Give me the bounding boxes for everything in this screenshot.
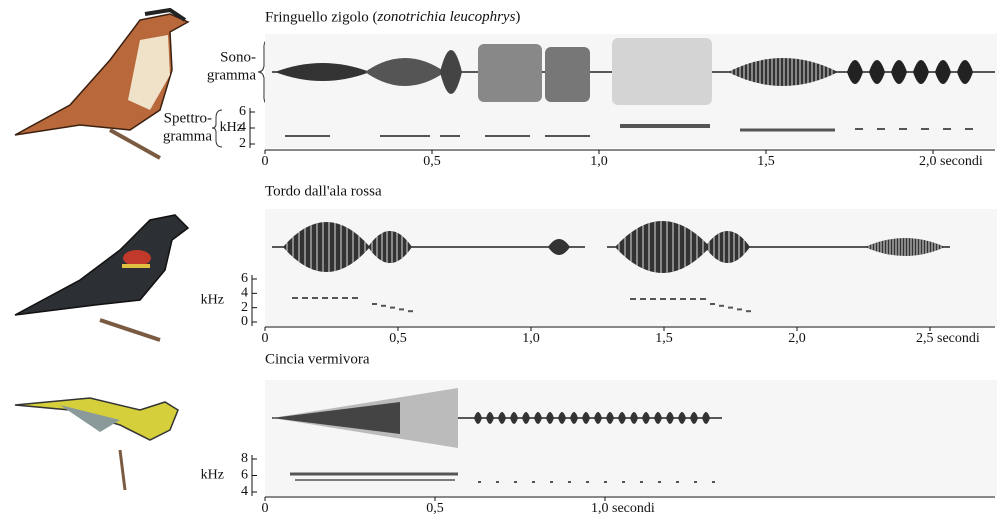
waveform [618, 412, 626, 424]
time-tick-label: 2,0 [788, 331, 806, 346]
freq-tick-label: 4 [239, 120, 246, 135]
waveform [666, 412, 674, 424]
waveform [510, 412, 518, 424]
waveform [654, 412, 662, 424]
waveform [498, 412, 506, 424]
bird-warbler [14, 397, 179, 491]
time-tick-label: 2,5 secondi [916, 331, 980, 346]
freq-tick-label: 6 [239, 104, 246, 119]
waveform [642, 412, 650, 424]
time-tick-label: 1,5 [757, 154, 775, 169]
species-name: zonotrichia leucophrys [377, 9, 516, 25]
time-tick-label: 1,0 secondi [591, 501, 655, 516]
waveform [615, 221, 710, 273]
freq-tick-label: 0 [241, 314, 248, 329]
waveform [702, 412, 710, 424]
waveform [545, 47, 590, 102]
waveform [486, 412, 494, 424]
freq-tick-label: 2 [241, 300, 248, 315]
freq-tick-label: 2 [239, 136, 246, 151]
bird-blackbird [14, 214, 190, 342]
title-end: ) [515, 9, 520, 25]
waveform [690, 412, 698, 424]
waveform [548, 239, 570, 255]
waveform [678, 412, 686, 424]
waveform [935, 60, 951, 84]
time-tick-label: 1,5 [655, 331, 673, 346]
sonogram-bg [265, 380, 997, 496]
waveform [546, 412, 554, 424]
waveform [582, 412, 590, 424]
freq-unit: kHz [201, 293, 224, 308]
waveform [612, 38, 712, 105]
waveform [630, 412, 638, 424]
waveform [522, 412, 530, 424]
waveform [474, 412, 482, 424]
freq-tick-label: 6 [241, 271, 248, 286]
sono-label: gramma [207, 67, 256, 83]
brace [211, 109, 223, 148]
waveform [534, 412, 542, 424]
panel-title: Fringuello zigolo (zonotrichia leucophry… [265, 9, 520, 25]
waveform [272, 402, 400, 434]
waveform [365, 58, 445, 86]
waveform [478, 44, 542, 102]
waveform [275, 63, 370, 81]
sono-label: Sono- [220, 49, 256, 65]
spectro-label: gramma [163, 128, 212, 144]
brace [257, 37, 273, 107]
freq-tick-label: 4 [241, 286, 248, 301]
freq-unit: kHz [201, 468, 224, 483]
freq-unit: kHz [220, 120, 243, 135]
waveform [913, 60, 929, 84]
panel-title: Cincia vermivora [265, 351, 370, 367]
freq-tick-label: 8 [241, 451, 248, 466]
sonogram-bg [265, 209, 997, 326]
freq-tick-label: 4 [241, 484, 248, 499]
time-tick-label: 0 [262, 501, 269, 516]
waveform [606, 412, 614, 424]
waveform [891, 60, 907, 84]
bird-sparrow [14, 7, 190, 160]
time-tick-label: 0 [262, 154, 269, 169]
time-tick-label: 1,0 [522, 331, 540, 346]
waveform [594, 412, 602, 424]
waveform [570, 412, 578, 424]
time-tick-label: 0,5 [389, 331, 407, 346]
time-tick-label: 0 [262, 331, 269, 346]
panel-title: Tordo dall'ala rossa [265, 183, 382, 199]
time-tick-label: 0,5 [423, 154, 441, 169]
time-tick-label: 2,0 secondi [919, 154, 983, 169]
waveform [440, 50, 462, 94]
waveform [869, 60, 885, 84]
freq-tick-label: 6 [241, 468, 248, 483]
spectro-label: Spettro- [164, 110, 212, 126]
time-tick-label: 0,5 [426, 501, 444, 516]
waveform [847, 60, 863, 84]
waveform [957, 60, 973, 84]
waveform [368, 231, 412, 263]
waveform [558, 412, 566, 424]
time-tick-label: 1,0 [590, 154, 608, 169]
